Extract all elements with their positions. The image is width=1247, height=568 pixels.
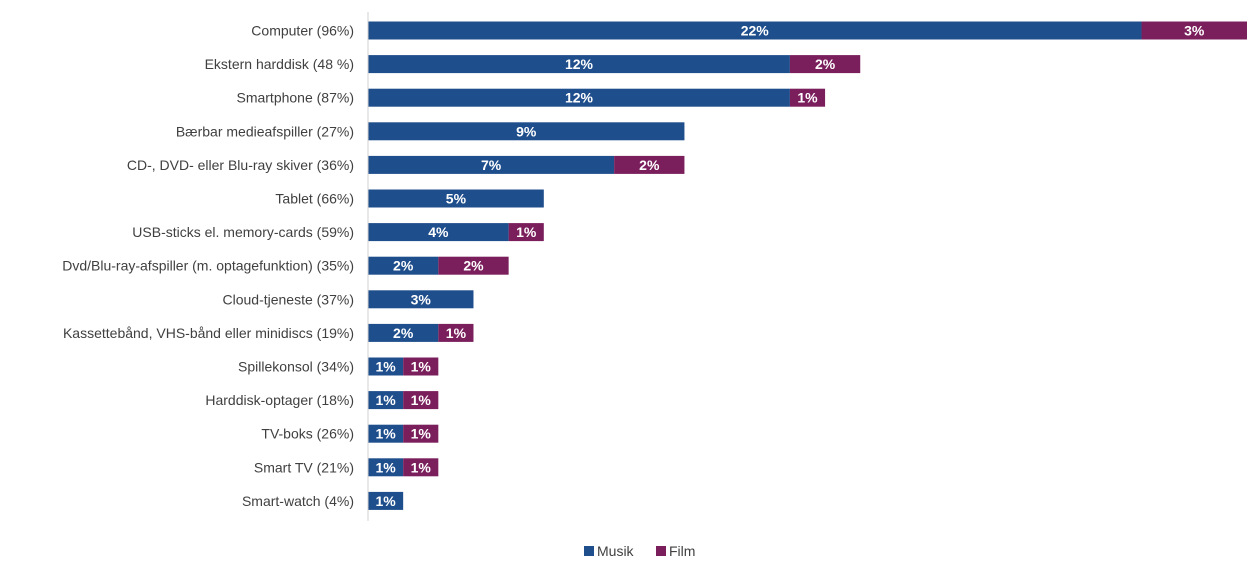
data-label: 3% bbox=[411, 291, 432, 307]
bar-film bbox=[438, 256, 509, 275]
legend-swatch-musik bbox=[584, 546, 594, 556]
bar-film bbox=[438, 323, 474, 342]
bar-film bbox=[403, 391, 439, 410]
data-label: 12% bbox=[565, 90, 594, 106]
data-label: 1% bbox=[375, 493, 396, 509]
bar-film bbox=[403, 424, 439, 443]
category-label: Smartphone (87%) bbox=[236, 90, 354, 106]
data-label: 7% bbox=[481, 157, 502, 173]
bar-musik bbox=[368, 256, 439, 275]
category-label: Bærbar medieafspiller (27%) bbox=[176, 123, 354, 139]
data-label: 2% bbox=[393, 258, 414, 274]
data-label: 1% bbox=[375, 359, 396, 375]
data-label: 1% bbox=[411, 426, 432, 442]
bar-musik bbox=[368, 290, 474, 309]
legend-swatch-film bbox=[656, 546, 666, 556]
category-label: Spillekonsol (34%) bbox=[238, 359, 354, 375]
data-label: 9% bbox=[516, 123, 537, 139]
category-label: Dvd/Blu-ray-afspiller (m. optagefunktion… bbox=[62, 258, 354, 274]
data-label: 5% bbox=[446, 191, 467, 207]
bar-musik bbox=[368, 491, 404, 510]
data-label: 1% bbox=[375, 392, 396, 408]
bar-film bbox=[508, 223, 544, 242]
legend-label-musik: Musik bbox=[597, 543, 635, 559]
bar-musik bbox=[368, 55, 790, 74]
legend-label-film: Film bbox=[669, 543, 695, 559]
category-label: TV-boks (26%) bbox=[261, 426, 354, 442]
bar-film bbox=[789, 88, 826, 107]
data-label: 4% bbox=[428, 224, 449, 240]
category-label: USB-sticks el. memory-cards (59%) bbox=[132, 224, 354, 240]
data-label: 1% bbox=[411, 459, 432, 475]
bar-musik bbox=[368, 391, 404, 410]
data-label: 1% bbox=[375, 459, 396, 475]
category-label: CD-, DVD- eller Blu-ray skiver (36%) bbox=[127, 157, 354, 173]
category-label: Smart-watch (4%) bbox=[242, 493, 354, 509]
bar-film bbox=[614, 155, 685, 174]
category-label: Tablet (66%) bbox=[275, 191, 354, 207]
bar-film bbox=[1141, 21, 1247, 40]
data-label: 2% bbox=[815, 56, 836, 72]
category-labels: Computer (96%) Ekstern harddisk (48 %) Sma… bbox=[62, 23, 354, 509]
data-label: 1% bbox=[797, 90, 818, 106]
bar-musik bbox=[368, 21, 1142, 40]
data-label: 1% bbox=[516, 224, 537, 240]
category-label: Kassettebånd, VHS-bånd eller minidiscs (… bbox=[63, 325, 354, 341]
data-label: 22% bbox=[741, 23, 770, 39]
category-label: Cloud-tjeneste (37%) bbox=[222, 291, 354, 307]
legend: Musik Film bbox=[584, 543, 695, 559]
category-label: Computer (96%) bbox=[251, 23, 354, 39]
data-label: 1% bbox=[446, 325, 467, 341]
data-label: 3% bbox=[1184, 23, 1205, 39]
bar-musik bbox=[368, 223, 509, 242]
bar-film bbox=[789, 55, 861, 74]
bar-musik bbox=[368, 424, 404, 443]
bar-musik bbox=[368, 155, 615, 174]
bar-musik bbox=[368, 357, 404, 376]
bar-musik bbox=[368, 189, 544, 208]
bar-film bbox=[403, 357, 439, 376]
bar-film bbox=[403, 458, 439, 477]
bar-musik bbox=[368, 88, 790, 107]
data-label: 2% bbox=[639, 157, 660, 173]
category-label: Harddisk-optager (18%) bbox=[205, 392, 354, 408]
data-label: 12% bbox=[565, 56, 594, 72]
bar-series: 22% 3% 12% 2% 12% 1% 9% 7% 2% 5% 4% 1% 2% 2% 3% 2% 1% 1% 1… bbox=[368, 21, 1247, 510]
data-label: 1% bbox=[411, 392, 432, 408]
category-label: Ekstern harddisk (48 %) bbox=[205, 56, 354, 72]
bar-musik bbox=[368, 323, 439, 342]
category-label: Smart TV (21%) bbox=[254, 459, 354, 475]
data-label: 1% bbox=[411, 359, 432, 375]
bar-musik bbox=[368, 122, 685, 141]
data-label: 2% bbox=[463, 258, 484, 274]
bar-musik bbox=[368, 458, 404, 477]
data-label: 1% bbox=[375, 426, 396, 442]
data-label: 2% bbox=[393, 325, 414, 341]
